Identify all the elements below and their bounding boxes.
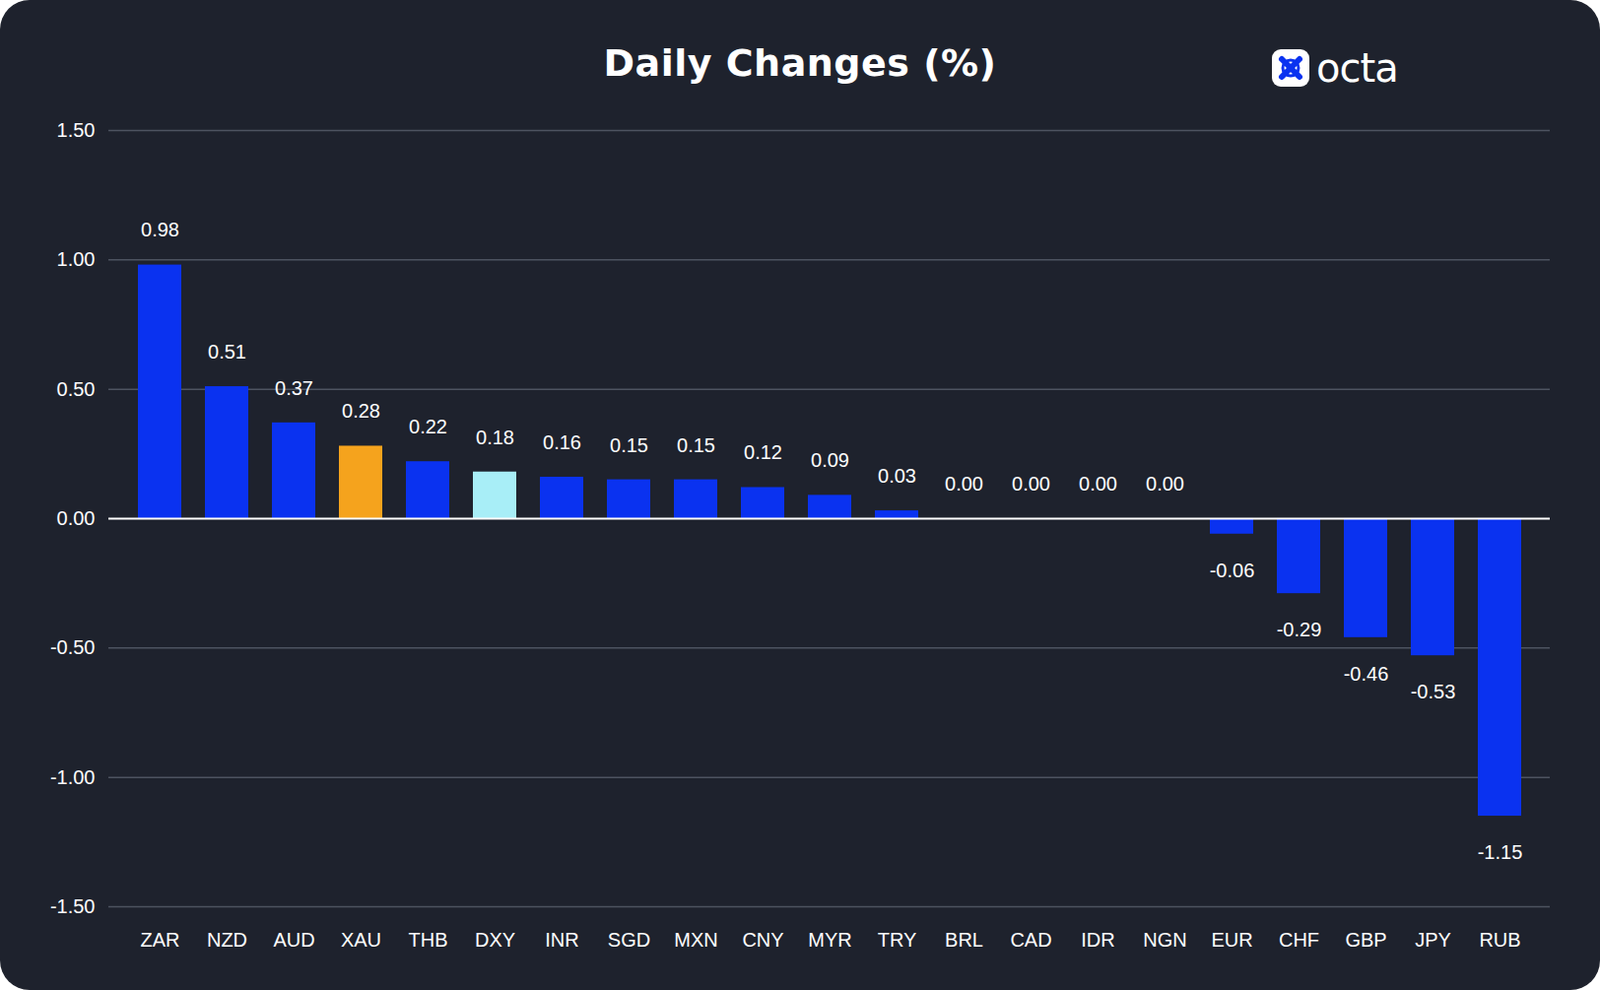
svg-text:-0.46: -0.46 xyxy=(1343,663,1390,685)
svg-text:MXN: MXN xyxy=(673,929,718,951)
svg-text:NZD: NZD xyxy=(206,929,248,951)
svg-text:0.00: 0.00 xyxy=(1011,472,1051,495)
svg-text:0.00: 0.00 xyxy=(1078,472,1118,495)
svg-text:INR: INR xyxy=(544,929,579,951)
svg-text:AUD: AUD xyxy=(272,929,315,951)
svg-text:MYR: MYR xyxy=(807,929,852,951)
svg-text:XAU: XAU xyxy=(340,929,382,951)
svg-text:0.51: 0.51 xyxy=(207,340,247,363)
svg-text:0.00: 0.00 xyxy=(1145,472,1185,495)
svg-text:CHF: CHF xyxy=(1278,929,1320,951)
svg-text:JPY: JPY xyxy=(1414,929,1452,951)
svg-text:-0.06: -0.06 xyxy=(1209,559,1256,582)
svg-text:0.03: 0.03 xyxy=(877,465,917,487)
svg-text:TRY: TRY xyxy=(877,929,918,951)
svg-text:-0.29: -0.29 xyxy=(1276,618,1323,641)
svg-text:0.18: 0.18 xyxy=(475,426,515,449)
svg-text:-0.53: -0.53 xyxy=(1410,680,1457,703)
svg-text:1.50: 1.50 xyxy=(57,119,96,141)
svg-text:0.37: 0.37 xyxy=(274,377,314,400)
svg-text:IDR: IDR xyxy=(1080,929,1115,951)
svg-text:1.00: 1.00 xyxy=(57,248,96,270)
svg-text:CNY: CNY xyxy=(741,929,784,951)
svg-text:CAD: CAD xyxy=(1009,929,1052,951)
svg-text:0.16: 0.16 xyxy=(542,431,582,454)
html-text:Daily Changes (%): Daily Changes (%) xyxy=(603,41,997,85)
svg-text:EUR: EUR xyxy=(1210,929,1253,951)
svg-text:0.15: 0.15 xyxy=(609,434,649,457)
svg-text:DXY: DXY xyxy=(474,929,516,951)
svg-text:0.22: 0.22 xyxy=(408,415,448,438)
svg-text:GBP: GBP xyxy=(1344,929,1387,951)
svg-text:-0.50: -0.50 xyxy=(50,636,96,659)
svg-text:BRL: BRL xyxy=(944,929,984,951)
svg-text:0.28: 0.28 xyxy=(341,400,381,422)
svg-text:0.00: 0.00 xyxy=(57,507,96,530)
svg-text:0.50: 0.50 xyxy=(57,378,96,400)
html-text:octa: octa xyxy=(1316,45,1398,91)
svg-text:0.12: 0.12 xyxy=(743,441,783,464)
svg-text:0.98: 0.98 xyxy=(140,218,180,241)
svg-text:-1.00: -1.00 xyxy=(50,766,96,789)
svg-text:NGN: NGN xyxy=(1142,929,1187,951)
svg-text:-1.50: -1.50 xyxy=(50,895,96,918)
svg-text:SGD: SGD xyxy=(607,929,651,951)
svg-text:0.15: 0.15 xyxy=(676,434,716,457)
svg-text:ZAR: ZAR xyxy=(140,929,181,951)
svg-text:0.09: 0.09 xyxy=(810,449,850,471)
svg-text:0.00: 0.00 xyxy=(944,472,984,495)
svg-text:RUB: RUB xyxy=(1478,929,1521,951)
svg-text:-1.15: -1.15 xyxy=(1477,841,1524,864)
svg-text:THB: THB xyxy=(408,929,449,951)
